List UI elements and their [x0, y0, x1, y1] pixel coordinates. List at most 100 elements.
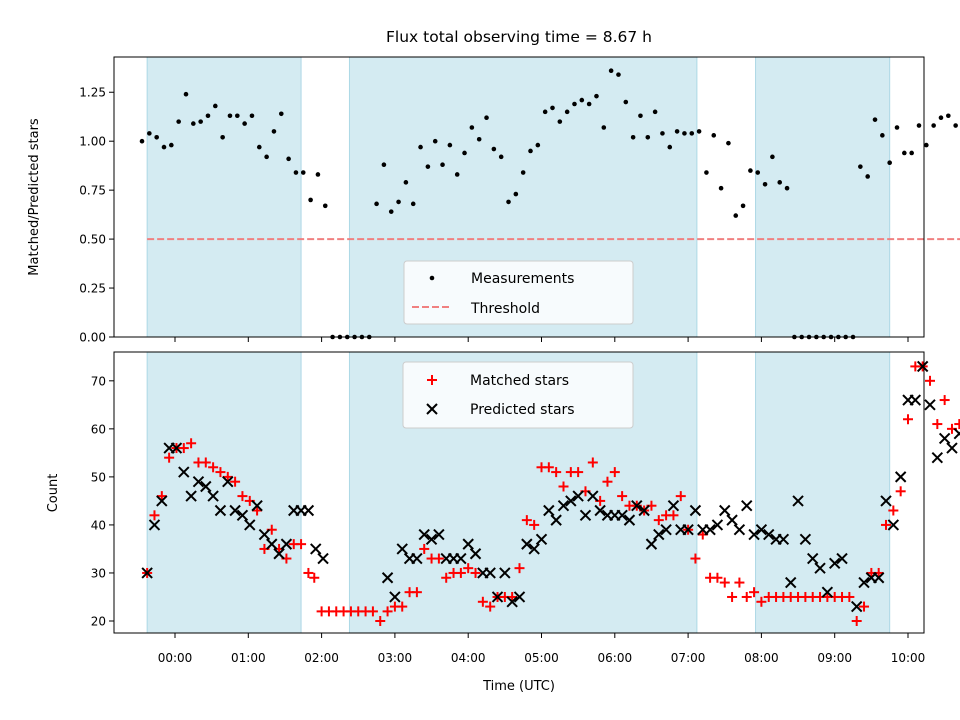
matched-star-point [514, 563, 525, 574]
legend-predicted-label: Predicted stars [470, 402, 575, 418]
predicted-star-point [156, 495, 168, 507]
predicted-star-point [302, 504, 315, 517]
measurement-point [242, 121, 247, 126]
measurement-point [476, 136, 482, 142]
measurement-point [388, 209, 394, 214]
predicted-star-point [170, 442, 183, 454]
measurement-point [469, 125, 475, 130]
measurement-point [322, 203, 328, 209]
matched-star-point [507, 591, 518, 602]
matched-star-point [178, 443, 189, 454]
measurement-point [586, 101, 592, 107]
predicted-star-point [836, 552, 848, 565]
observing-window-0 [146, 56, 302, 338]
y-tick-label: 20 [91, 614, 106, 628]
matched-star-point [149, 510, 160, 521]
measurement-point [601, 125, 607, 130]
predicted-star-point [594, 504, 606, 517]
top-legend: Measurements Threshold [403, 260, 634, 325]
predicted-star-point [462, 538, 474, 550]
measurement-point [740, 203, 746, 209]
predicted-star-point [887, 519, 900, 531]
measurement-point [542, 109, 548, 115]
x-tick-label: 03:00 [378, 651, 413, 665]
predicted-star-point [726, 514, 738, 526]
measurement-point [674, 129, 680, 134]
measurement-point [667, 144, 673, 150]
measurement-point [374, 201, 379, 207]
predicted-star-point [236, 509, 249, 522]
bottom-panel: 00:00 01:00 02:00 03:00 04:00 05:00 06:00 07:00… [46, 351, 960, 694]
measurement-point [462, 150, 467, 156]
measurement-point [909, 150, 914, 156]
predicted-star-point [880, 495, 892, 507]
predicted-star-point [821, 586, 834, 598]
measurement-points [139, 68, 958, 340]
matched-star-point [455, 567, 466, 578]
measurement-point [249, 113, 255, 119]
matched-star-point [895, 486, 906, 497]
predicted-star-point [258, 528, 271, 541]
measurement-point [484, 115, 489, 120]
measurement-point [623, 99, 629, 105]
matched-star-point [529, 519, 540, 530]
measurement-point [528, 148, 533, 154]
matched-star-point [741, 591, 752, 602]
predicted-star-point [689, 504, 702, 517]
measurement-point [894, 125, 900, 130]
measurement-point [682, 131, 687, 136]
matched-star-point [558, 481, 569, 492]
measurement-point [264, 154, 269, 160]
measurement-point [638, 113, 643, 119]
predicted-star-point [550, 514, 562, 526]
predicted-star-point [938, 432, 951, 445]
matched-star-point [164, 452, 175, 463]
measurement-point [902, 150, 907, 156]
matched-star-point [756, 596, 767, 607]
matched-star-point [932, 419, 943, 430]
top-y-ticks: 0.00 0.25 0.50 0.75 1.00 1.25 [79, 86, 114, 345]
predicted-star-point [506, 596, 518, 608]
measurement-point [315, 172, 321, 177]
matched-star-point [653, 515, 664, 526]
matched-star-point [734, 577, 745, 588]
measurement-point [447, 142, 453, 148]
predicted-star-point [763, 528, 775, 541]
predicted-star-point [214, 504, 227, 517]
measurement-point [916, 123, 922, 128]
measurement-point [616, 72, 621, 77]
y-tick-label: 0.25 [79, 282, 106, 296]
measurement-point [748, 168, 753, 173]
measurement-point [924, 142, 929, 148]
matched-star-point [441, 572, 452, 583]
predicted-star-point [777, 533, 790, 546]
matched-star-point [485, 601, 496, 612]
measurement-point [535, 142, 541, 148]
predicted-star-point [389, 591, 401, 603]
bottom-y-axis-label: Count [46, 474, 61, 513]
bottom-y-ticks: 20 30 40 50 60 70 [91, 374, 114, 628]
matched-star-point [719, 577, 730, 588]
predicted-star-point [244, 519, 256, 531]
measurement-point [946, 113, 951, 119]
predicted-star-point [543, 504, 555, 517]
predicted-star-point [799, 533, 812, 546]
measurement-point [762, 181, 768, 187]
predicted-star-point [310, 543, 322, 555]
top-y-axis-label: Matched/Predicted stars [27, 118, 42, 276]
predicted-star-point [491, 591, 504, 603]
measurement-point [198, 119, 203, 124]
predicted-star-point [141, 567, 153, 579]
y-tick-label: 50 [91, 470, 106, 484]
predicted-star-point [273, 548, 285, 560]
matched-star-point [156, 491, 167, 502]
predicted-star-point [704, 524, 716, 536]
measurement-point [572, 101, 577, 107]
measurement-point [865, 174, 870, 179]
matched-star-point [924, 375, 935, 386]
y-tick-label: 70 [91, 374, 106, 388]
measurement-point [777, 180, 783, 185]
measurement-point [953, 123, 958, 128]
measurement-point [308, 197, 313, 203]
matched-star-point [367, 606, 378, 617]
